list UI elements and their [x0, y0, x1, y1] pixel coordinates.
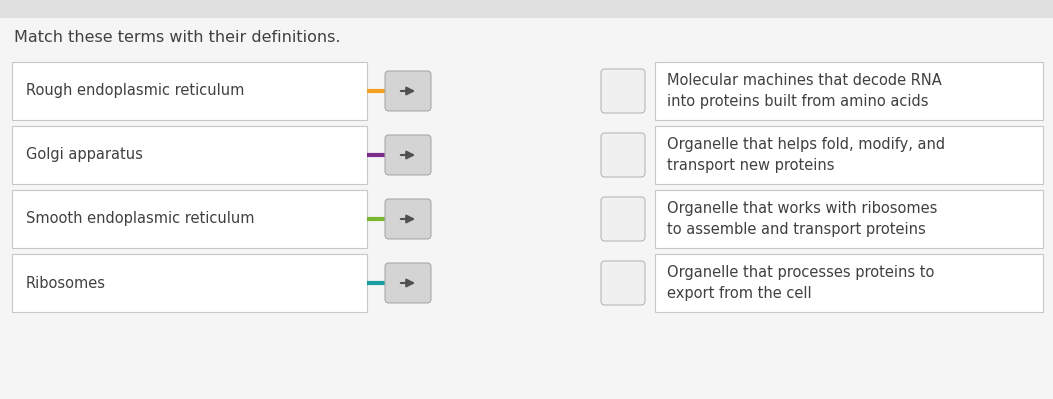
Text: Organelle that helps fold, modify, and
transport new proteins: Organelle that helps fold, modify, and t…	[667, 137, 946, 173]
Text: Rough endoplasmic reticulum: Rough endoplasmic reticulum	[26, 83, 244, 99]
FancyBboxPatch shape	[601, 197, 645, 241]
FancyBboxPatch shape	[385, 199, 431, 239]
FancyBboxPatch shape	[0, 0, 1053, 18]
FancyBboxPatch shape	[385, 71, 431, 111]
FancyBboxPatch shape	[12, 62, 367, 120]
Text: Organelle that works with ribosomes
to assemble and transport proteins: Organelle that works with ribosomes to a…	[667, 201, 937, 237]
FancyBboxPatch shape	[655, 190, 1044, 248]
FancyBboxPatch shape	[12, 254, 367, 312]
FancyBboxPatch shape	[385, 135, 431, 175]
FancyBboxPatch shape	[12, 126, 367, 184]
FancyBboxPatch shape	[12, 190, 367, 248]
FancyBboxPatch shape	[385, 263, 431, 303]
Text: Match these terms with their definitions.: Match these terms with their definitions…	[14, 30, 340, 45]
FancyBboxPatch shape	[655, 126, 1044, 184]
FancyBboxPatch shape	[601, 261, 645, 305]
FancyBboxPatch shape	[601, 69, 645, 113]
Text: Golgi apparatus: Golgi apparatus	[26, 148, 143, 162]
FancyBboxPatch shape	[601, 133, 645, 177]
FancyBboxPatch shape	[655, 62, 1044, 120]
Text: Smooth endoplasmic reticulum: Smooth endoplasmic reticulum	[26, 211, 255, 227]
Text: Ribosomes: Ribosomes	[26, 275, 106, 290]
FancyBboxPatch shape	[655, 254, 1044, 312]
Text: Organelle that processes proteins to
export from the cell: Organelle that processes proteins to exp…	[667, 265, 934, 301]
Text: Molecular machines that decode RNA
into proteins built from amino acids: Molecular machines that decode RNA into …	[667, 73, 941, 109]
